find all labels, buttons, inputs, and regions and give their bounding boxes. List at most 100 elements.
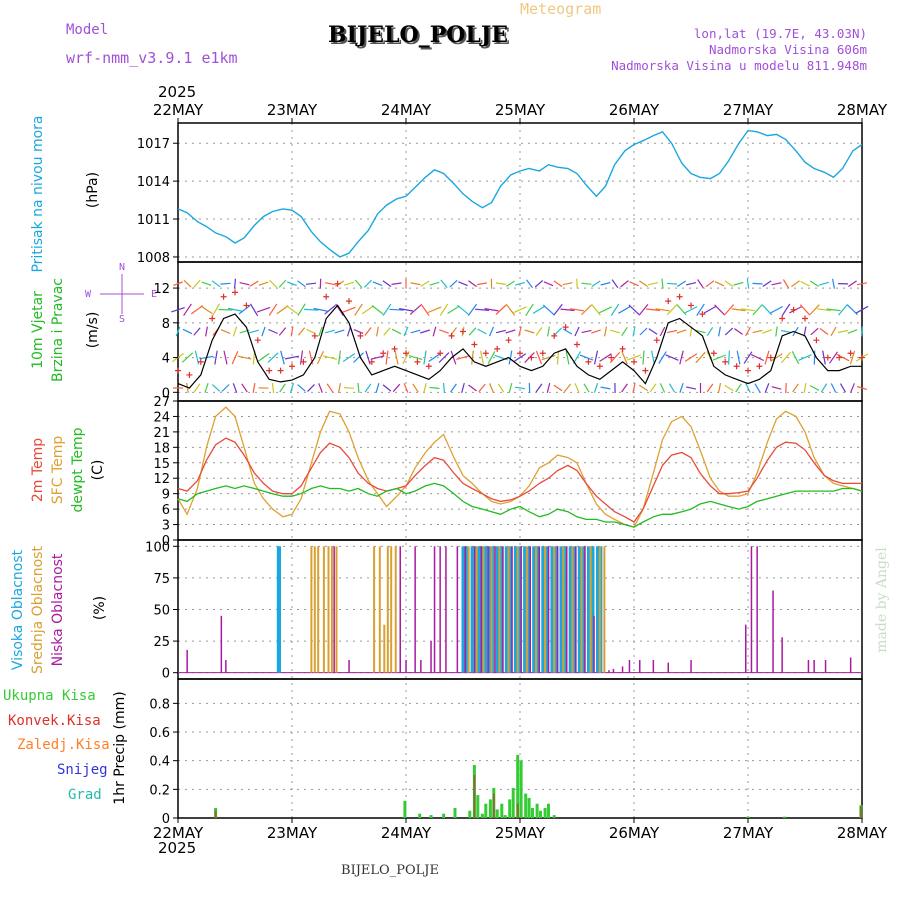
wind-arrow	[745, 383, 751, 393]
precip-total-bar	[442, 813, 446, 818]
wind-arrow	[268, 328, 278, 335]
gust-marker	[517, 350, 523, 357]
wind-arrow	[383, 327, 391, 336]
wind-arrow	[819, 281, 829, 286]
wind-arrow	[505, 329, 516, 334]
y-tick-label: 27	[153, 395, 170, 410]
wind-arrow	[600, 386, 611, 390]
cloud-low-bar	[333, 546, 335, 673]
wind-arrow	[599, 353, 612, 362]
cloud-low-bar	[225, 660, 227, 673]
cloud-low-bar	[186, 649, 188, 673]
wind-arrow	[204, 383, 209, 393]
wind-arrow	[278, 279, 287, 288]
wind-arrow	[684, 306, 698, 314]
wind-arrow	[412, 383, 419, 393]
wind-arrow	[382, 384, 392, 392]
temp2m-line	[177, 437, 862, 523]
wind-arrow	[591, 329, 601, 334]
cloud-low-bar	[456, 546, 459, 673]
wind-arrow	[593, 383, 599, 393]
wind-arrow	[218, 308, 233, 311]
wind-arrow	[791, 280, 800, 288]
panel-frame	[177, 122, 863, 263]
wind-arrow	[525, 303, 534, 317]
wind-arrow	[257, 353, 270, 363]
wind-arrow	[562, 282, 573, 286]
wind-arrow	[647, 282, 659, 286]
wind-arrow	[382, 303, 392, 316]
wind-arrow	[676, 329, 687, 334]
wind-arrow	[705, 280, 715, 288]
cloud-mid-bar	[310, 546, 313, 673]
wind-arrow	[515, 281, 525, 286]
wind-arrow	[603, 326, 608, 337]
wind-arrow	[353, 352, 364, 363]
cloud-low-bar	[575, 546, 577, 673]
cloud-high-bar	[582, 546, 586, 673]
wind-arrow	[508, 350, 513, 365]
compass-e: E	[151, 289, 157, 300]
cloud-low-bar	[547, 546, 550, 673]
pressure-label: Pritisak na nivou mora	[30, 115, 46, 272]
wind-arrow	[232, 326, 238, 337]
cloud-mid-bar	[553, 546, 556, 673]
wind-arrow	[214, 350, 218, 365]
gust-marker	[505, 337, 512, 344]
gust-marker	[653, 337, 660, 344]
wind-arrow	[638, 384, 649, 392]
wind-arrow	[269, 279, 277, 288]
dewpt-line	[177, 482, 863, 528]
wind-arrow	[541, 354, 556, 361]
wind-arrow	[173, 281, 183, 286]
wind-arrow	[489, 383, 494, 393]
precip-total-bar	[516, 754, 520, 818]
x-tick-label-top: 27MAY	[723, 101, 774, 119]
y-tick-label: 1008	[137, 251, 170, 266]
wind-arrow	[252, 382, 256, 394]
wind-arrow	[809, 304, 820, 316]
precip-total-bar	[488, 799, 492, 818]
wind-arrow	[762, 280, 772, 287]
wind-arrow	[780, 351, 792, 364]
model-name: wrf-nmm_v3.9.1 e1km	[66, 49, 238, 67]
wind-arrow	[830, 383, 837, 393]
gust-marker	[243, 302, 250, 309]
precip-total-bar	[527, 797, 531, 818]
wind-arrow	[371, 305, 384, 315]
wind-arrow	[579, 354, 594, 361]
wind-arrow	[305, 282, 317, 285]
wind-arrow	[743, 351, 753, 364]
cloud-high-bar	[599, 546, 603, 673]
gust-marker	[403, 350, 409, 357]
cloud-mid-bar	[525, 546, 528, 673]
cloud-high-bar	[591, 546, 595, 673]
wind-arrow	[276, 305, 289, 315]
cloud-low-bar	[511, 546, 513, 673]
wind-arrow	[287, 281, 297, 286]
cloud-mid-bar	[390, 546, 393, 673]
wind-arrow	[344, 281, 354, 286]
cloud-mid-bar	[516, 546, 519, 673]
compass-rose: N S W E	[85, 262, 157, 325]
wind-arrow	[408, 355, 423, 361]
gust-marker	[859, 354, 865, 361]
cloud-mid-bar	[378, 546, 381, 673]
x-tick-label-top: 24MAY	[381, 101, 432, 119]
wind-arrow	[562, 328, 573, 335]
gust-marker	[722, 358, 729, 365]
sfc-temp-label: SFC Temp	[50, 436, 66, 505]
cloud-mid-bar	[475, 546, 478, 673]
wind-arrow	[581, 329, 592, 334]
cloud-high-bar	[550, 546, 554, 673]
wind-arrow	[695, 329, 706, 334]
wind-arrow	[361, 305, 375, 315]
gust-marker	[277, 367, 284, 374]
wind-arrow	[420, 329, 430, 334]
cloud-high-bar	[532, 546, 536, 673]
cloud-mid-bar	[507, 546, 510, 673]
cloud-mid-bar	[580, 546, 583, 673]
wind-arrow	[547, 326, 550, 337]
wind-arrow	[468, 384, 477, 392]
wind-arrow	[249, 329, 259, 334]
